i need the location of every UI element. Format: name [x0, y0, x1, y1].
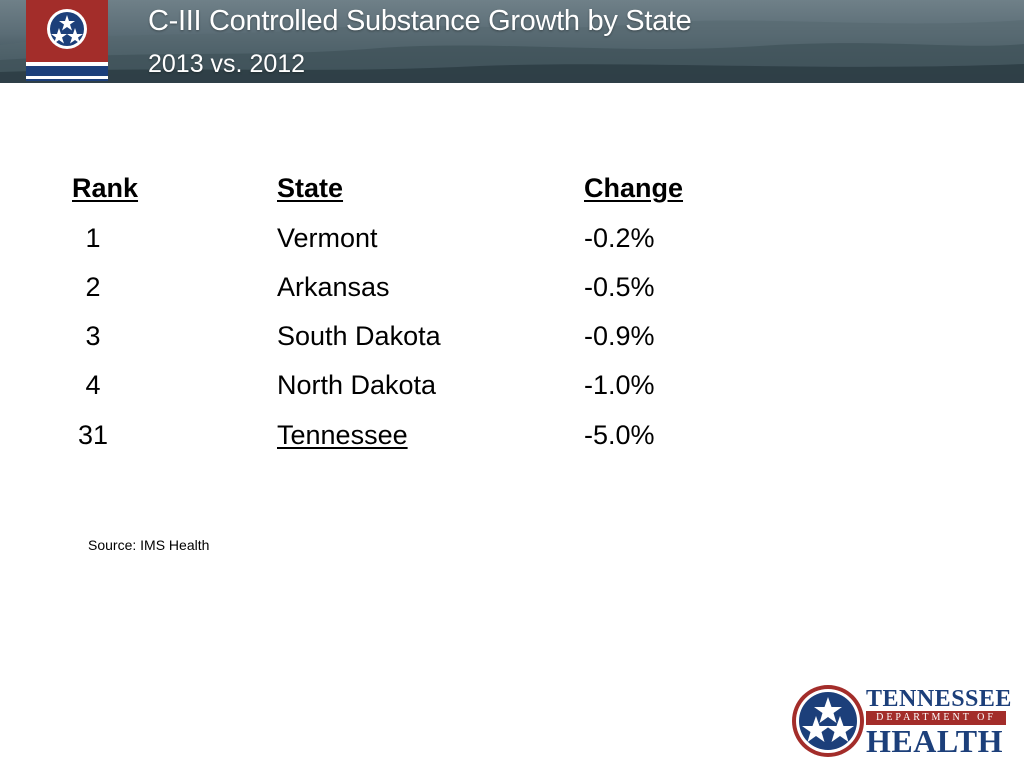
mountain-background [0, 20, 1024, 83]
rank-cell: 31 [77, 420, 109, 450]
page-title: C-III Controlled Substance Growth by Sta… [148, 5, 692, 37]
column-header-state: State [277, 173, 344, 203]
change-cell: -0.9% [584, 321, 655, 351]
state-cell: South Dakota [277, 321, 441, 351]
logo-text-department: DEPARTMENT OF [866, 711, 1006, 725]
source-note: Source: IMS Health [88, 537, 210, 553]
change-cell: -0.2% [584, 223, 655, 253]
state-cell: Vermont [277, 223, 378, 253]
change-cell: -1.0% [584, 370, 655, 400]
column-header-change: Change [584, 173, 684, 203]
state-cell-highlighted: Tennessee [277, 420, 408, 450]
change-cell: -0.5% [584, 272, 655, 302]
logo-text-tennessee: TENNESSEE [866, 686, 1012, 712]
rank-cell: 4 [85, 370, 101, 400]
change-cell: -5.0% [584, 420, 655, 450]
tennessee-flag-icon [26, 0, 108, 79]
tristar-icon [792, 685, 864, 757]
rank-cell: 2 [85, 272, 101, 302]
state-cell: North Dakota [277, 370, 437, 400]
state-cell: Arkansas [277, 272, 390, 302]
rank-cell: 3 [85, 321, 101, 351]
page-subtitle: 2013 vs. 2012 [148, 50, 306, 78]
logo-text-health: HEALTH [866, 723, 1003, 759]
column-header-rank: Rank [72, 173, 139, 203]
tn-health-logo: TENNESSEE DEPARTMENT OF HEALTH [790, 682, 1012, 760]
rank-cell: 1 [85, 223, 101, 253]
header-banner: C-III Controlled Substance Growth by Sta… [0, 0, 1024, 83]
